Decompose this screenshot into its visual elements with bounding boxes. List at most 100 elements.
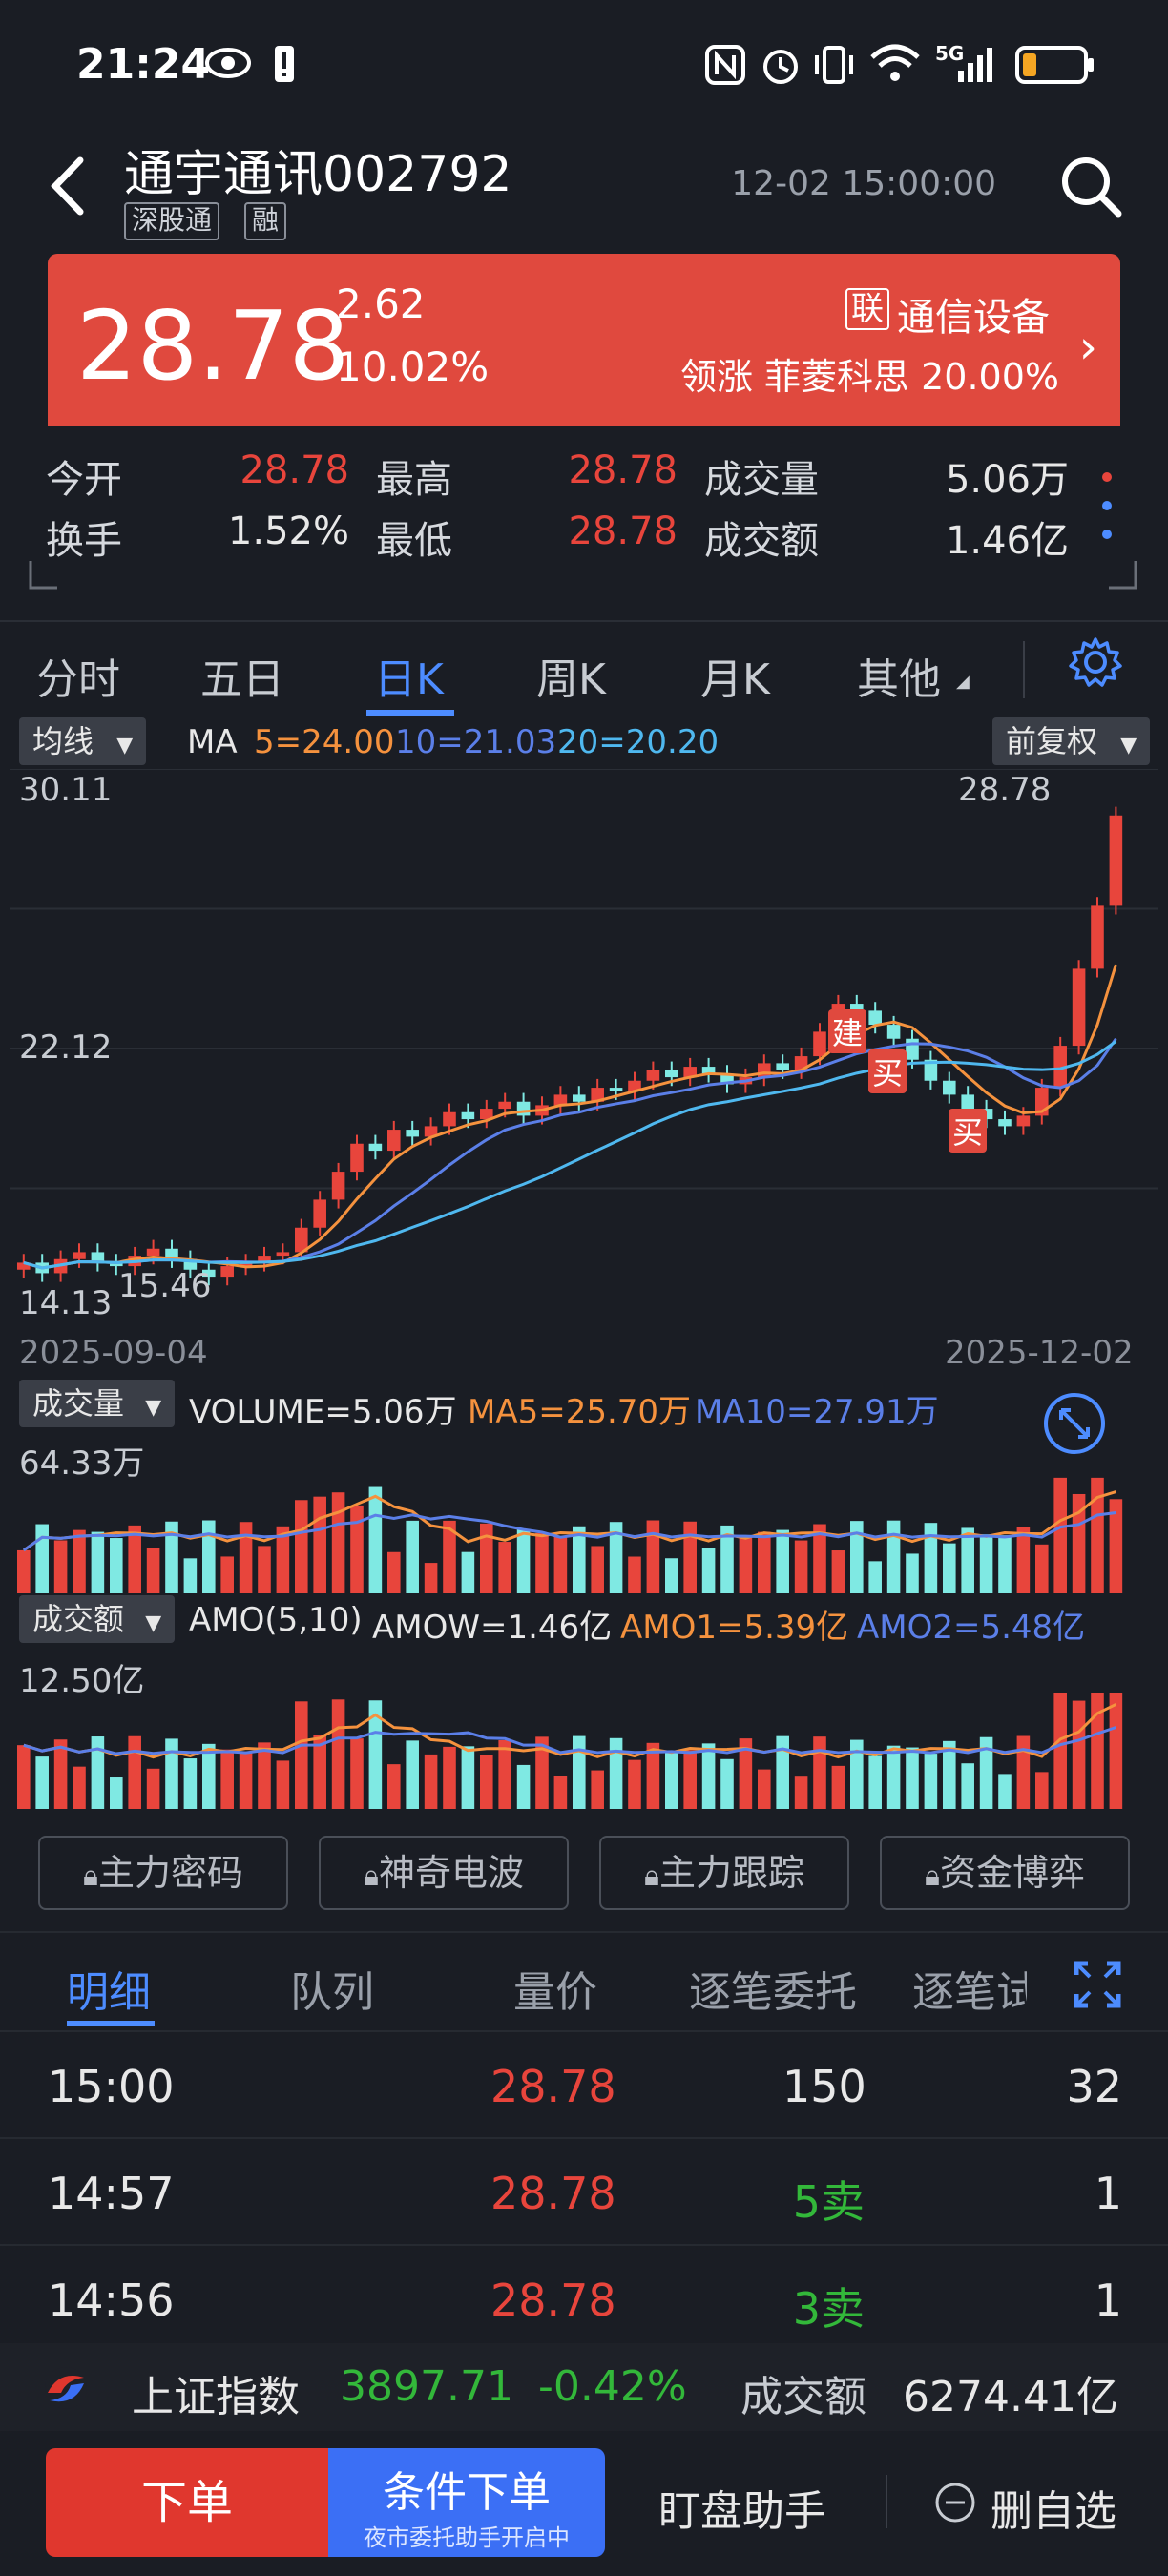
volume-bar: [387, 1764, 401, 1809]
volume-ma-line: [23, 1726, 1116, 1755]
volume-bar: [128, 1525, 141, 1593]
candlestick-chart[interactable]: [10, 769, 1158, 1328]
signal-buy-1[interactable]: 买: [868, 1049, 907, 1093]
candle: [387, 1130, 401, 1152]
tab-order-by-order[interactable]: 逐笔委托: [689, 1968, 857, 2017]
tab-trade-by-trade[interactable]: 逐笔试: [912, 1968, 1027, 2017]
expand-icon[interactable]: [1042, 1391, 1107, 1456]
volume-bar: [183, 1558, 198, 1593]
magic-wave-button[interactable]: 🔒︎神奇电波: [319, 1836, 569, 1910]
candle: [406, 1130, 419, 1137]
tab-detail[interactable]: 明细: [67, 1968, 151, 2017]
candle: [1091, 905, 1104, 969]
candle: [516, 1101, 531, 1116]
volume-bar: [1053, 1693, 1067, 1809]
candle: [146, 1248, 160, 1257]
tab-queue[interactable]: 队列: [290, 1968, 374, 2017]
period-tabs: 分时 五日 日K 周K 月K 其他 ◢: [0, 620, 1168, 717]
volume-bar: [1091, 1477, 1104, 1593]
fullscreen-icon[interactable]: [1073, 1960, 1122, 2009]
main-force-code-button[interactable]: 🔒︎主力密码: [38, 1836, 288, 1910]
volume-bar: [535, 1736, 549, 1809]
amount-dropdown[interactable]: 成交额 ▼: [19, 1595, 176, 1643]
fund-game-button[interactable]: 🔒︎资金博弈: [880, 1836, 1130, 1910]
low-value: 28.78: [568, 509, 678, 553]
volume-bar: [886, 1520, 901, 1593]
volume-bar: [17, 1549, 31, 1593]
tag-margin: 融: [244, 202, 287, 240]
volume-bar: [239, 1751, 253, 1809]
candle: [220, 1266, 234, 1278]
sector-name[interactable]: 通信设备: [897, 296, 1050, 340]
watch-assistant-button[interactable]: 盯盘助手: [658, 2487, 826, 2536]
indicator-dropdown[interactable]: 均线 ▼: [19, 717, 147, 765]
lock-icon: 🔒︎: [364, 1859, 379, 1893]
tab-monthly-k[interactable]: 月K: [700, 655, 770, 704]
open-value: 28.78: [240, 448, 349, 492]
adjust-dropdown[interactable]: 前复权 ▼: [992, 717, 1151, 765]
amount-chart[interactable]: [10, 1647, 1158, 1809]
volume-bar: [535, 1532, 549, 1593]
button-label: 神奇电波: [378, 1852, 524, 1894]
more-icon[interactable]: [1097, 464, 1116, 550]
volume-bar: [53, 1540, 68, 1593]
divider: [0, 1931, 1168, 1933]
conditional-order-sub: 夜市委托助手开启中: [364, 2524, 570, 2551]
tab-five-day[interactable]: 五日: [200, 655, 284, 704]
tab-volume-price[interactable]: 量价: [513, 1968, 597, 2017]
volume-bar: [146, 1768, 160, 1809]
volume-chart[interactable]: [10, 1431, 1158, 1593]
signal-icon: [958, 48, 992, 82]
ma-title: MA: [187, 723, 238, 761]
search-icon[interactable]: [1057, 153, 1124, 219]
tab-other[interactable]: 其他: [857, 655, 941, 704]
ma5-value: 5=24.00: [254, 723, 395, 761]
volume-bar: [924, 1754, 938, 1809]
back-icon[interactable]: [42, 153, 99, 219]
amount-label: 成交额: [704, 519, 819, 563]
tab-daily-k[interactable]: 日K: [374, 655, 444, 704]
trade-count: 32: [1066, 2061, 1122, 2112]
candle: [258, 1256, 271, 1263]
volume-bar: [350, 1738, 364, 1809]
candle: [850, 1004, 864, 1011]
trade-price: 28.78: [490, 2275, 616, 2326]
conditional-order-button[interactable]: 条件下单 夜市委托助手开启中: [328, 2448, 605, 2557]
index-bar[interactable]: 上证指数 3897.71 -0.42% 成交额 6274.41亿: [0, 2343, 1168, 2431]
y-axis-bottom: 14.13: [19, 1284, 113, 1322]
order-button[interactable]: 下单: [46, 2448, 328, 2557]
tab-intraday[interactable]: 分时: [36, 655, 120, 704]
chevron-down-icon: ▼: [116, 734, 134, 758]
remove-watchlist-button[interactable]: 删自选: [991, 2487, 1116, 2536]
price-banner[interactable]: 28.78 2.62 10.02% 联 通信设备 领涨 菲菱科思 20.00% …: [48, 254, 1120, 426]
volume-bar: [831, 1550, 845, 1593]
volume-bar: [868, 1755, 882, 1809]
button-label: 主力密码: [97, 1852, 243, 1894]
volume-bar: [258, 1546, 271, 1593]
volume-bar: [628, 1556, 641, 1593]
volume-ma-line: [22, 1490, 1116, 1552]
chevron-right-icon[interactable]: ›: [1078, 321, 1097, 374]
trade-time: 14:56: [48, 2275, 175, 2326]
volume-bar: [591, 1770, 604, 1809]
signal-build[interactable]: 建: [828, 1009, 867, 1053]
volume-bar: [1072, 1700, 1086, 1809]
candle: [183, 1258, 198, 1270]
index-logo-icon: [45, 2367, 87, 2409]
date-start: 2025-09-04: [19, 1334, 208, 1372]
amount-amow: AMOW=1.46亿: [372, 1609, 613, 1647]
gear-icon[interactable]: [1067, 634, 1124, 691]
lock-icon: 🔒︎: [925, 1859, 940, 1893]
volume-dropdown[interactable]: 成交量 ▼: [19, 1380, 176, 1427]
volume-bar: [73, 1529, 86, 1593]
tab-weekly-k[interactable]: 周K: [536, 655, 606, 704]
amount-dropdown-label: 成交额: [32, 1601, 125, 1637]
volume-bar: [720, 1758, 734, 1809]
signal-buy-2[interactable]: 买: [949, 1109, 988, 1153]
main-force-track-button[interactable]: 🔒︎主力跟踪: [599, 1836, 849, 1910]
candle: [424, 1126, 438, 1137]
candle: [628, 1080, 641, 1091]
date-end: 2025-12-02: [945, 1334, 1134, 1372]
amount-y-top: 12.50亿: [19, 1662, 145, 1700]
candle: [202, 1269, 216, 1278]
